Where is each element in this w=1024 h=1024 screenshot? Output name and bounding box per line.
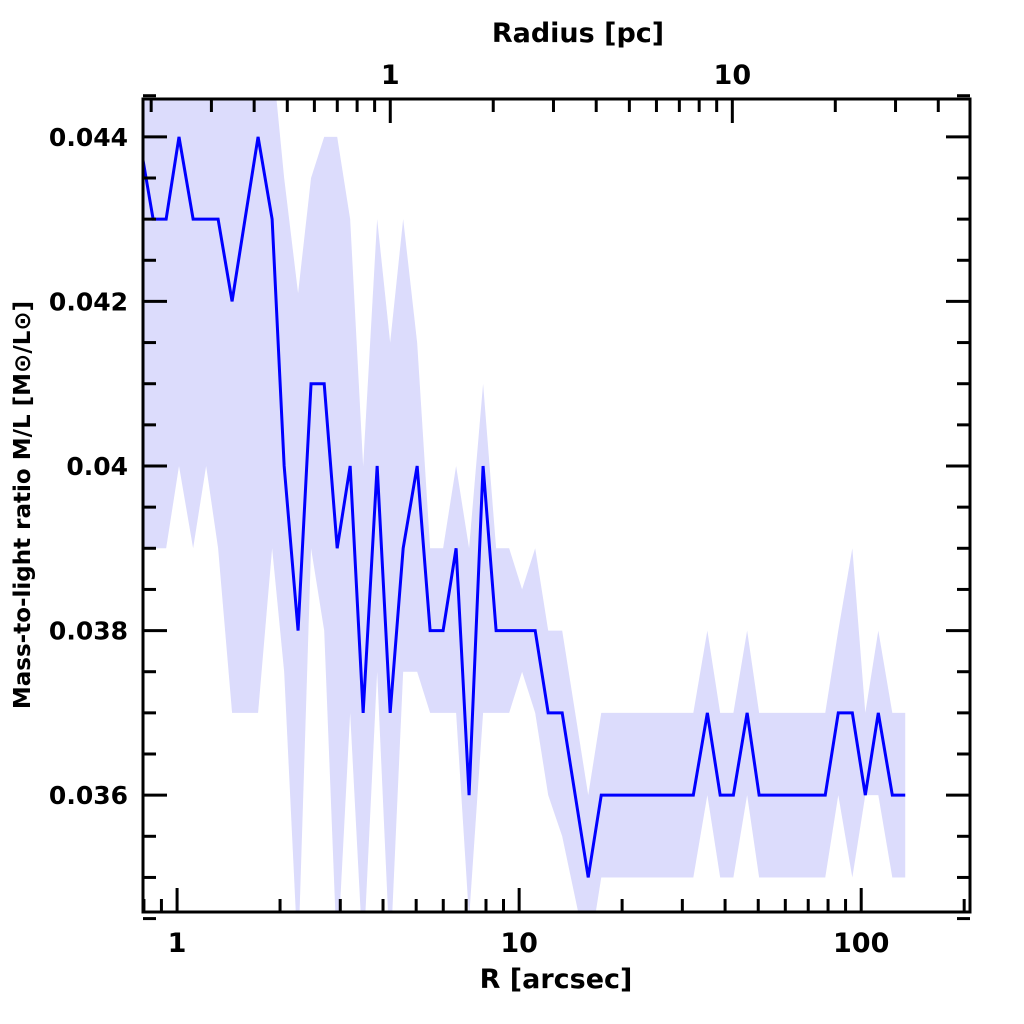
- top-tick-label: 10: [714, 60, 752, 91]
- y-tick-label: 0.038: [49, 617, 128, 646]
- x-tick-label: 1: [168, 928, 187, 959]
- x-tick-label: 10: [500, 928, 538, 959]
- x-tick-label: 100: [833, 928, 889, 959]
- top-tick-label: 1: [381, 60, 400, 91]
- y-tick-label: 0.044: [49, 123, 128, 152]
- x-axis-label: R [arcsec]: [480, 964, 633, 995]
- y-axis-label: Mass-to-light ratio M/L [M⊙/L⊙]: [10, 301, 36, 709]
- top-axis-label: Radius [pc]: [492, 18, 664, 49]
- y-tick-label: 0.04: [66, 452, 128, 481]
- plot-frame: [141, 97, 972, 914]
- y-tick-label: 0.042: [49, 287, 128, 316]
- y-tick-label: 0.036: [49, 781, 128, 810]
- uncertainty-band: [143, 99, 906, 912]
- ml-ratio-line: [143, 136, 906, 878]
